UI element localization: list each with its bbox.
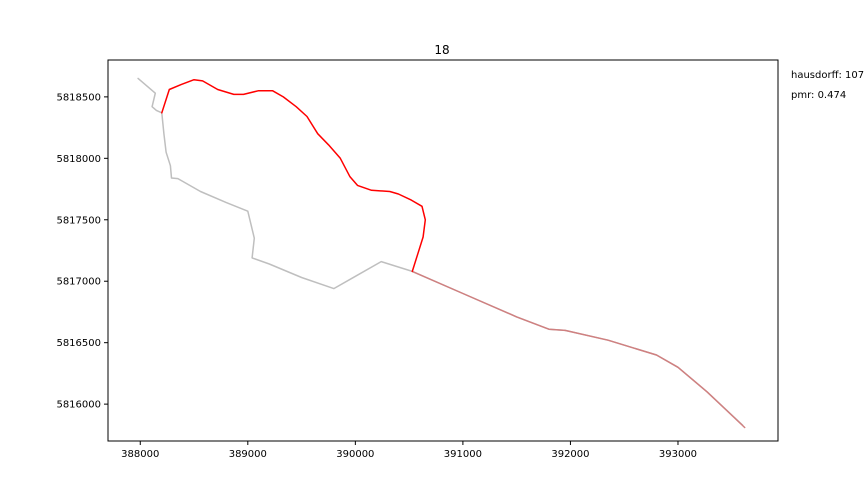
x-tick-label: 388000 [121, 449, 159, 460]
y-tick-label: 5816000 [56, 400, 101, 411]
y-tick-label: 5817500 [56, 215, 101, 226]
x-tick-label: 393000 [659, 449, 697, 460]
hausdorff-annotation: hausdorff: 107 [791, 70, 864, 81]
y-tick-label: 5816500 [56, 338, 101, 349]
x-tick-label: 389000 [229, 449, 267, 460]
y-tick-label: 5818500 [56, 92, 101, 103]
pmr-annotation: pmr: 0.474 [791, 90, 847, 101]
x-tick-label: 391000 [444, 449, 482, 460]
y-tick-label: 5817000 [56, 277, 101, 288]
chart-title: 18 [434, 43, 449, 57]
series-layer [137, 77, 746, 429]
x-tick-label: 392000 [551, 449, 589, 460]
plot-frame [107, 59, 779, 442]
x-tick-label: 390000 [336, 449, 374, 460]
series-line-1 [411, 270, 746, 429]
y-tick-label: 5818000 [56, 154, 101, 165]
series-line-0 [137, 77, 744, 426]
series-line-2 [161, 78, 427, 273]
axis-layer: 388000 389000 390000 391000 392000 393000 5816… [56, 92, 697, 460]
